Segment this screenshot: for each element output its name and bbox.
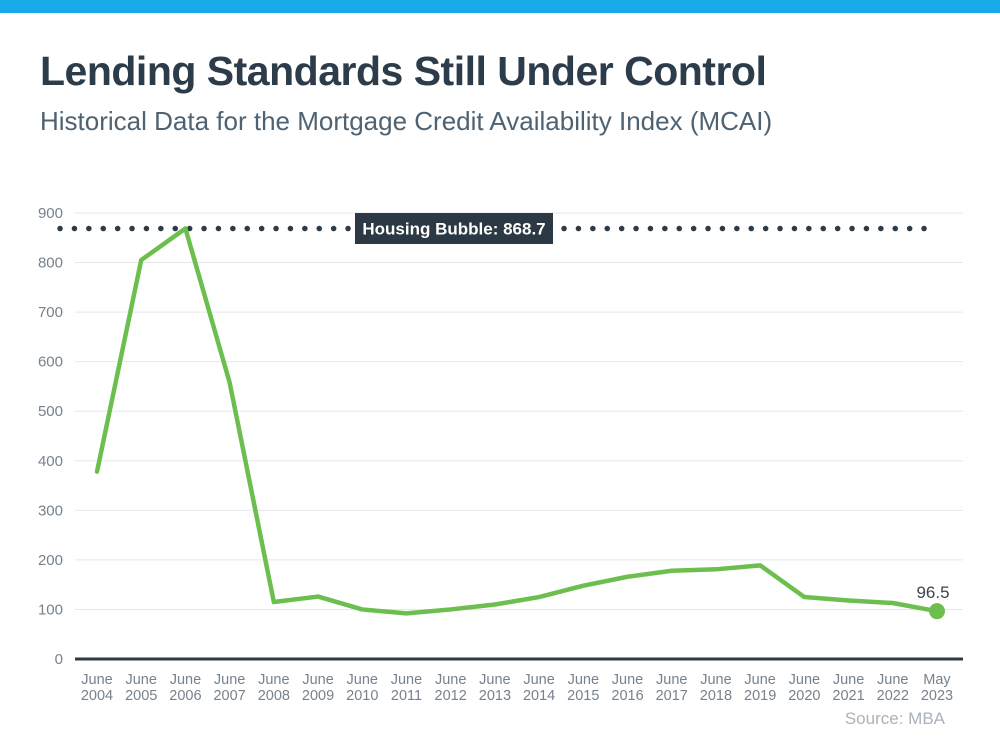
svg-text:June: June [258, 672, 289, 688]
svg-text:2022: 2022 [877, 688, 909, 704]
svg-text:June: June [170, 672, 201, 688]
svg-text:2011: 2011 [391, 688, 422, 704]
svg-text:June: June [656, 672, 687, 688]
svg-text:June: June [347, 672, 378, 688]
svg-text:2007: 2007 [213, 688, 245, 704]
top-accent-bar [0, 0, 1000, 13]
svg-text:June: June [877, 672, 908, 688]
svg-text:2005: 2005 [125, 688, 157, 704]
svg-text:2014: 2014 [523, 688, 555, 704]
svg-text:June: June [612, 672, 643, 688]
svg-text:2015: 2015 [567, 688, 599, 704]
svg-text:600: 600 [38, 354, 63, 371]
svg-text:June: June [302, 672, 333, 688]
svg-text:May: May [923, 672, 951, 688]
svg-text:2004: 2004 [81, 688, 113, 704]
y-tick-labels: 0 100 200 300 400 500 600 700 800 900 [38, 205, 63, 668]
svg-text:June: June [435, 672, 466, 688]
svg-text:June: June [479, 672, 510, 688]
svg-text:2013: 2013 [479, 688, 511, 704]
page-title: Lending Standards Still Under Control [40, 48, 767, 94]
page-subtitle: Historical Data for the Mortgage Credit … [40, 106, 773, 136]
svg-text:2019: 2019 [744, 688, 776, 704]
svg-text:2020: 2020 [788, 688, 820, 704]
svg-text:2021: 2021 [832, 688, 864, 704]
reference-label: Housing Bubble: 868.7 [355, 213, 553, 245]
svg-text:800: 800 [38, 255, 63, 272]
svg-text:2009: 2009 [302, 688, 334, 704]
svg-text:2017: 2017 [656, 688, 688, 704]
svg-text:2018: 2018 [700, 688, 732, 704]
svg-text:2010: 2010 [346, 688, 378, 704]
svg-text:100: 100 [38, 601, 63, 618]
end-point-marker [928, 603, 945, 620]
svg-text:June: June [833, 672, 864, 688]
svg-text:June: June [789, 672, 820, 688]
svg-text:200: 200 [38, 552, 63, 569]
svg-text:2008: 2008 [258, 688, 290, 704]
svg-text:June: June [125, 672, 156, 688]
svg-text:2016: 2016 [611, 688, 643, 704]
svg-text:Housing Bubble: 868.7: Housing Bubble: 868.7 [362, 220, 545, 239]
source-note: Source: MBA [844, 709, 945, 728]
svg-text:2006: 2006 [169, 688, 201, 704]
svg-text:June: June [391, 672, 422, 688]
mcai-line-chart: 0100200300400500600700800900June2004June… [38, 205, 963, 704]
svg-text:400: 400 [38, 453, 63, 470]
svg-text:June: June [81, 672, 112, 688]
svg-text:2023: 2023 [921, 688, 953, 704]
x-tick-labels: June2004June2005June2006June2007June2008… [81, 672, 953, 704]
svg-text:0: 0 [55, 651, 63, 668]
svg-text:June: June [744, 672, 775, 688]
svg-text:June: June [523, 672, 554, 688]
svg-text:June: June [568, 672, 599, 688]
svg-text:500: 500 [38, 403, 63, 420]
svg-text:June: June [214, 672, 245, 688]
svg-text:300: 300 [38, 502, 63, 519]
svg-text:June: June [700, 672, 731, 688]
svg-text:700: 700 [38, 304, 63, 321]
end-point-label: 96.5 [916, 583, 949, 602]
data-line [94, 226, 940, 616]
svg-text:900: 900 [38, 205, 63, 222]
svg-text:2012: 2012 [435, 688, 467, 704]
y-gridlines [75, 212, 963, 610]
